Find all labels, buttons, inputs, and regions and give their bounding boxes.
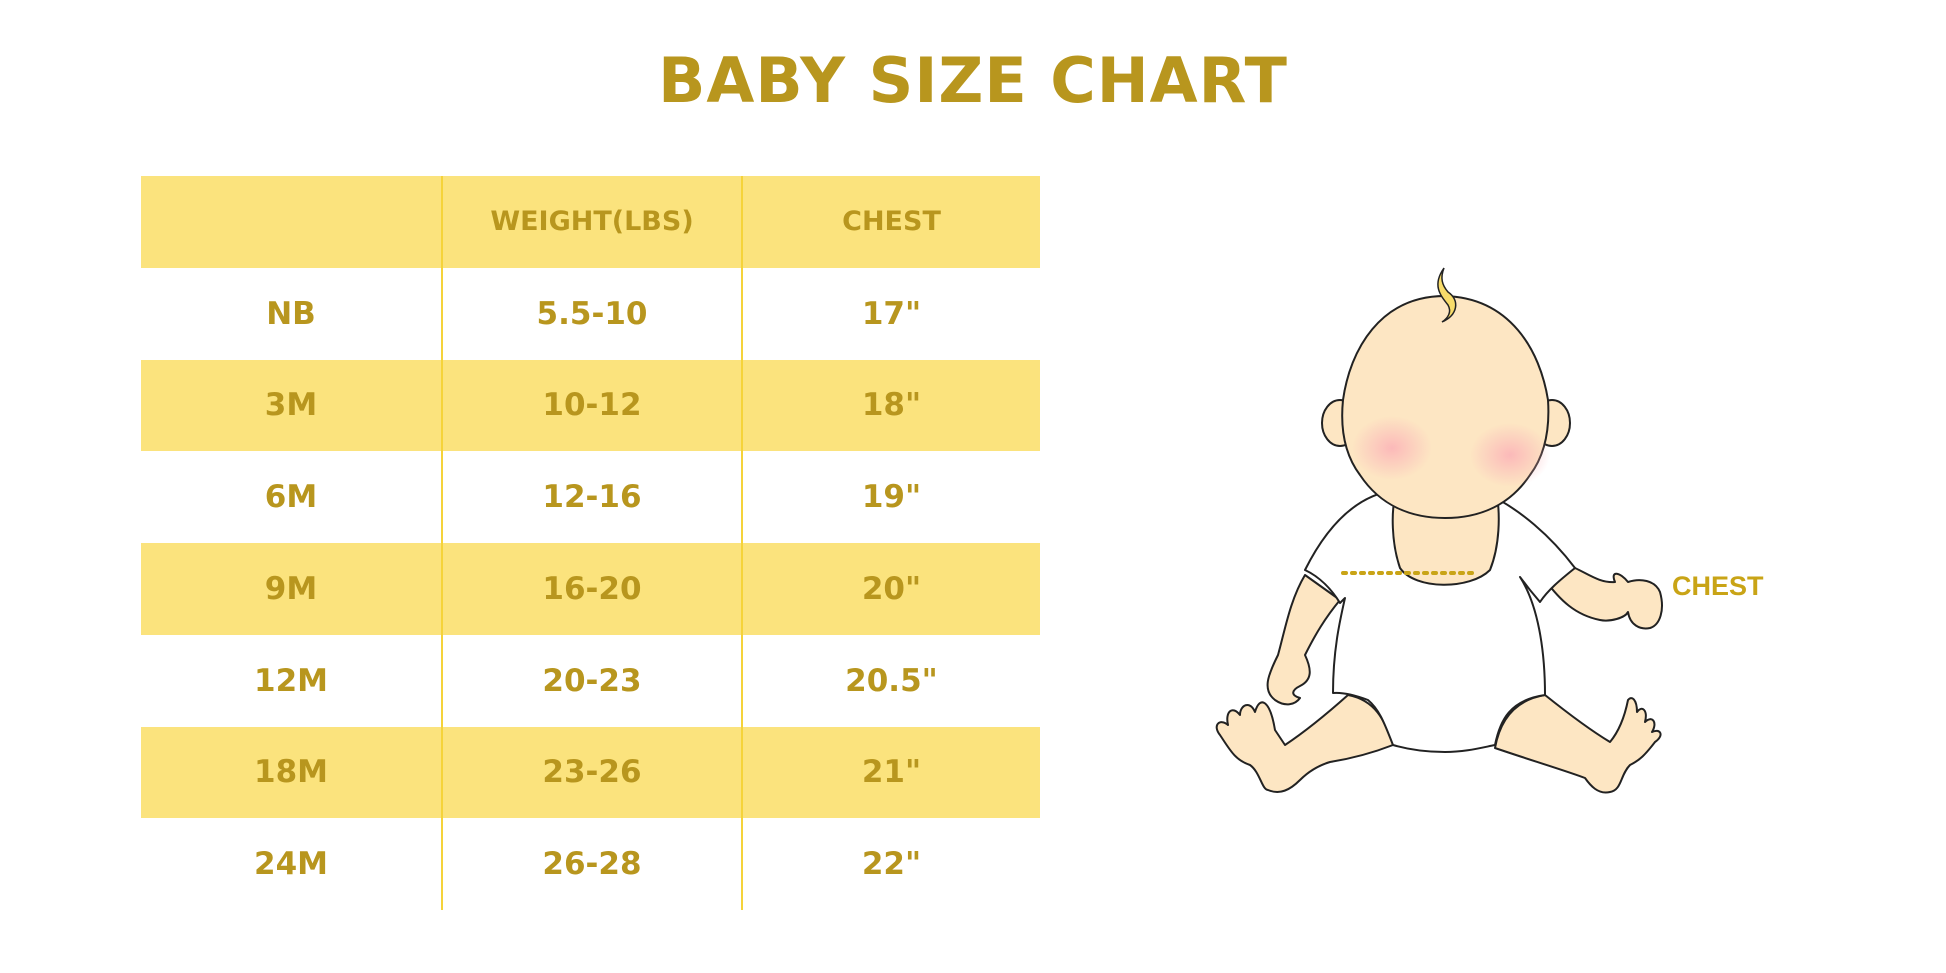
chest-cell: 19" [741,451,1040,543]
weight-cell: 16-20 [441,543,741,635]
table-row: 9M 16-20 20" [141,543,1040,635]
weight-cell: 5.5-10 [441,267,741,360]
size-cell: 9M [264,570,318,607]
chest-cell: 20" [741,543,1040,635]
header-cell-chest: CHEST [741,176,1040,268]
weight-cell: 12-16 [441,451,741,543]
size-table: WEIGHT(LBS) CHEST NB 5.5-10 17" 3M 10-12 18" 6… [141,176,1040,910]
table-row: 24M 26-28 22" [141,818,1040,910]
chest-cell: 21" [741,726,1040,819]
chest-cell: 17" [741,267,1040,360]
chest-cell: 18" [741,359,1040,452]
header-cell-weight: WEIGHT(LBS) [441,176,741,268]
right-leg [1494,694,1662,794]
size-cell: NB [266,295,316,332]
table-header-row: WEIGHT(LBS) CHEST [141,176,1040,268]
left-leg [1215,694,1394,793]
shirt [1304,489,1576,753]
chest-cell: 22" [741,818,1040,910]
table-row: 12M 20-23 20.5" [141,634,1040,727]
weight-cell: 23-26 [441,726,741,819]
left-cheek [1352,416,1432,480]
table-row: 18M 23-26 21" [141,726,1040,819]
left-arm [1266,574,1341,706]
weight-cell: 10-12 [441,359,741,452]
size-cell: 24M [254,846,328,883]
weight-cell: 20-23 [441,634,741,727]
hair-curl [1437,267,1457,323]
page-title: BABY SIZE CHART [658,44,1288,117]
size-cell: 6M [264,479,318,516]
table-row: 6M 12-16 19" [141,451,1040,543]
size-cell: 3M [264,387,318,424]
size-cell: 18M [254,754,328,791]
table-row: NB 5.5-10 17" [141,267,1040,360]
weight-cell: 26-28 [441,818,741,910]
right-arm [1544,567,1663,630]
size-cell: 12M [254,662,328,699]
chest-label: CHEST [1672,571,1764,601]
table-row: 3M 10-12 18" [141,359,1040,452]
chest-cell: 20.5" [741,634,1040,727]
right-cheek [1470,423,1550,487]
